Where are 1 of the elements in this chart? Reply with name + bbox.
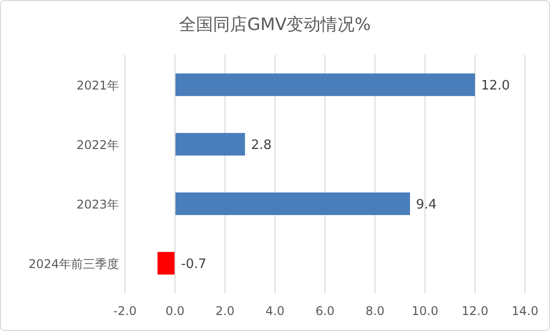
title: 全国同店GMV变动情况% [179,15,371,35]
